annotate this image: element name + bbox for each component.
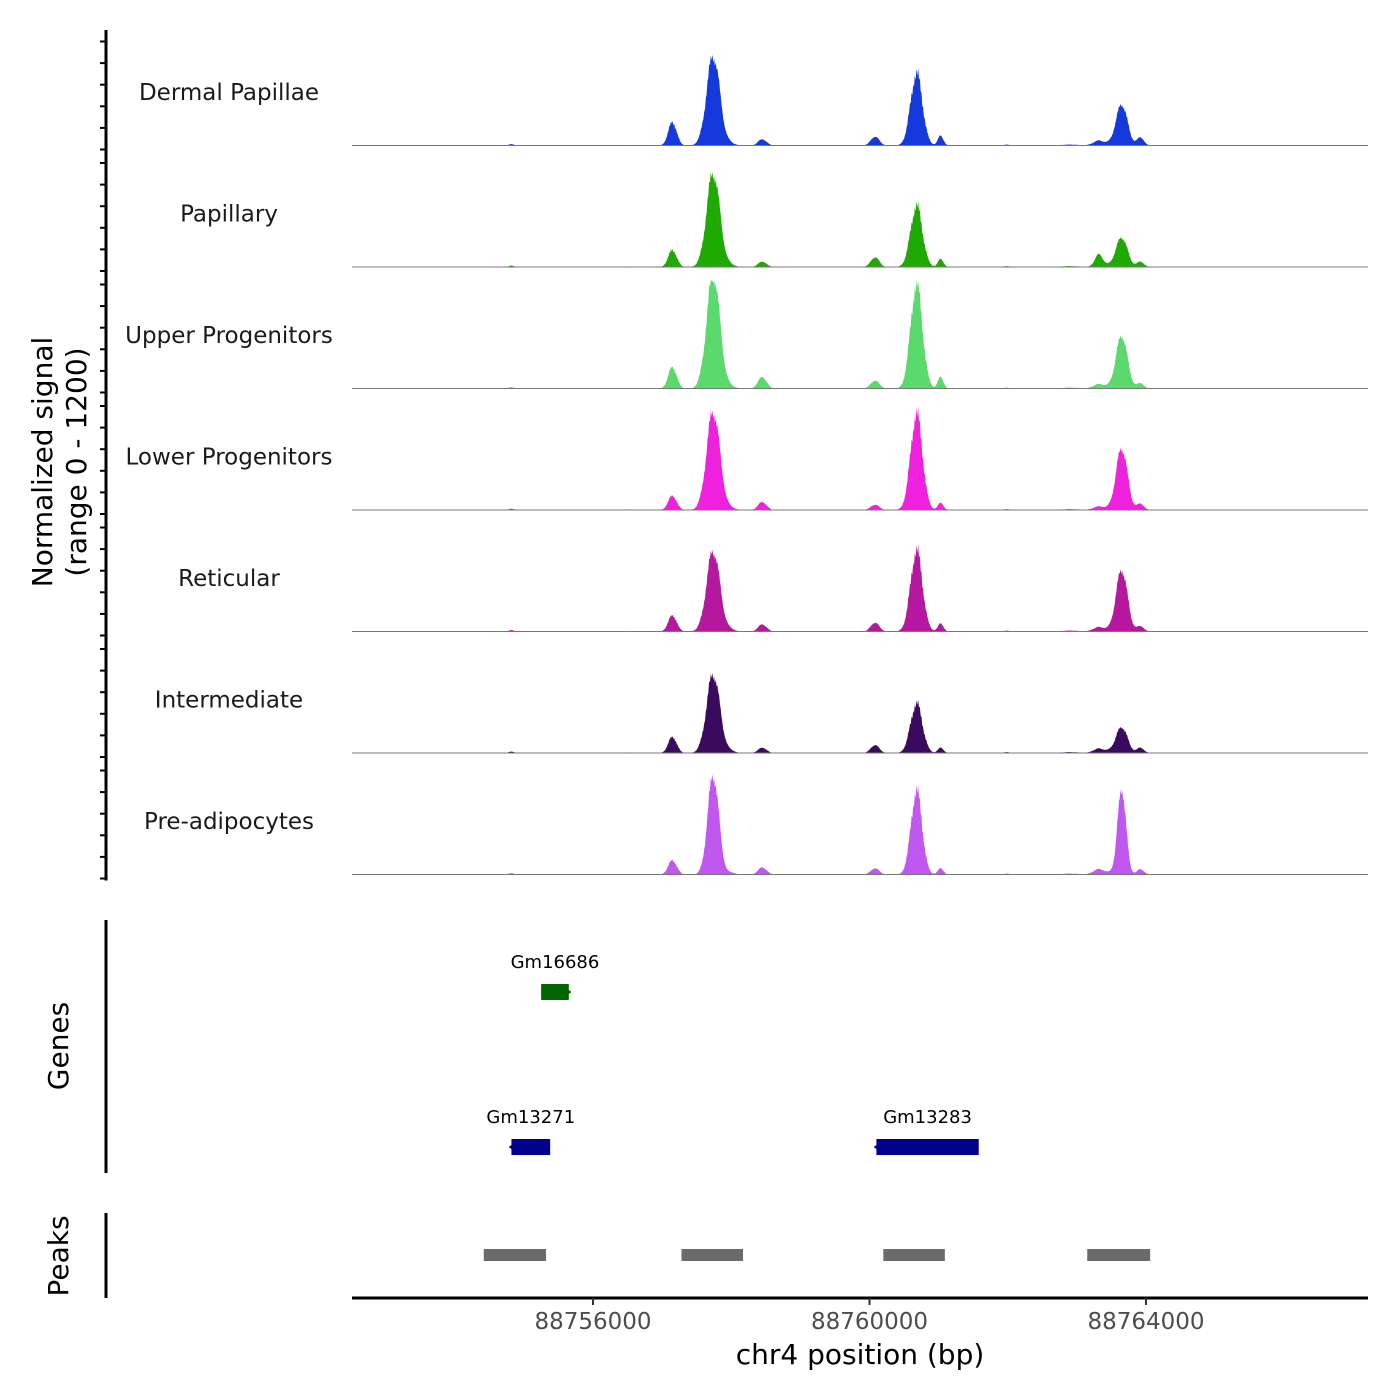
coverage-area — [352, 54, 1368, 146]
coverage-area — [352, 280, 1368, 389]
track-label: Intermediate — [155, 688, 303, 714]
coverage-track: Papillary — [100, 162, 1368, 272]
coverage-track: Pre-adipocytes — [100, 769, 1368, 880]
coverage-area — [352, 406, 1368, 510]
peaks-track-title: Peaks — [42, 1215, 75, 1296]
x-tick-label: 88764000 — [1087, 1309, 1204, 1335]
track-label: Upper Progenitors — [125, 323, 333, 349]
gene: Gm13283 — [873, 1107, 979, 1155]
coverage-tracks: Dermal Papillae Papillary Upper Progenitor… — [100, 30, 1368, 881]
coverage-track: Lower Progenitors — [100, 405, 1368, 515]
peak-region — [681, 1249, 744, 1261]
track-label: Lower Progenitors — [126, 445, 333, 471]
x-tick-label: 88760000 — [811, 1309, 928, 1335]
gene-label: Gm13271 — [486, 1107, 575, 1128]
gene-body — [511, 1139, 551, 1155]
track-label: Reticular — [178, 566, 280, 592]
gene: Gm13271 — [486, 1107, 575, 1155]
peak-region — [483, 1249, 546, 1261]
peaks-track — [104, 1213, 1151, 1298]
track-label: Pre-adipocytes — [144, 809, 314, 835]
strand-arrow — [562, 986, 572, 998]
y-axis-title-line1: Normalized signal — [26, 337, 59, 588]
genes-track: Gm16686 Gm13271 Gm13283 — [104, 920, 979, 1173]
x-tick-label: 88756000 — [534, 1309, 651, 1335]
gene: Gm16686 — [511, 952, 600, 1000]
coverage-track: Upper Progenitors — [100, 280, 1368, 394]
coverage-track: Intermediate — [100, 648, 1368, 758]
strand-arrow — [508, 1141, 519, 1153]
genes-track-title: Genes — [42, 1002, 75, 1090]
gene-label: Gm16686 — [511, 952, 600, 973]
coverage-area — [352, 673, 1368, 753]
gene-body — [876, 1139, 979, 1155]
peak-region — [883, 1249, 945, 1261]
track-label: Papillary — [180, 202, 278, 228]
coverage-area — [352, 544, 1368, 632]
coverage-track: Reticular — [100, 526, 1368, 637]
x-axis: 88756000 88760000 88764000 — [352, 1296, 1368, 1335]
track-label: Dermal Papillae — [139, 80, 319, 106]
x-axis-title: chr4 position (bp) — [736, 1338, 985, 1371]
y-axis-title-line2: (range 0 - 1200) — [60, 347, 93, 576]
coverage-track: Dermal Papillae — [100, 40, 1368, 151]
gene-label: Gm13283 — [883, 1107, 972, 1128]
y-axis-title: Normalized signal (range 0 - 1200) — [26, 337, 93, 588]
gene-body — [541, 984, 569, 1000]
strand-arrow — [873, 1141, 883, 1153]
peak-region — [1087, 1249, 1151, 1261]
coverage-area — [352, 171, 1368, 267]
coverage-area — [352, 774, 1368, 875]
